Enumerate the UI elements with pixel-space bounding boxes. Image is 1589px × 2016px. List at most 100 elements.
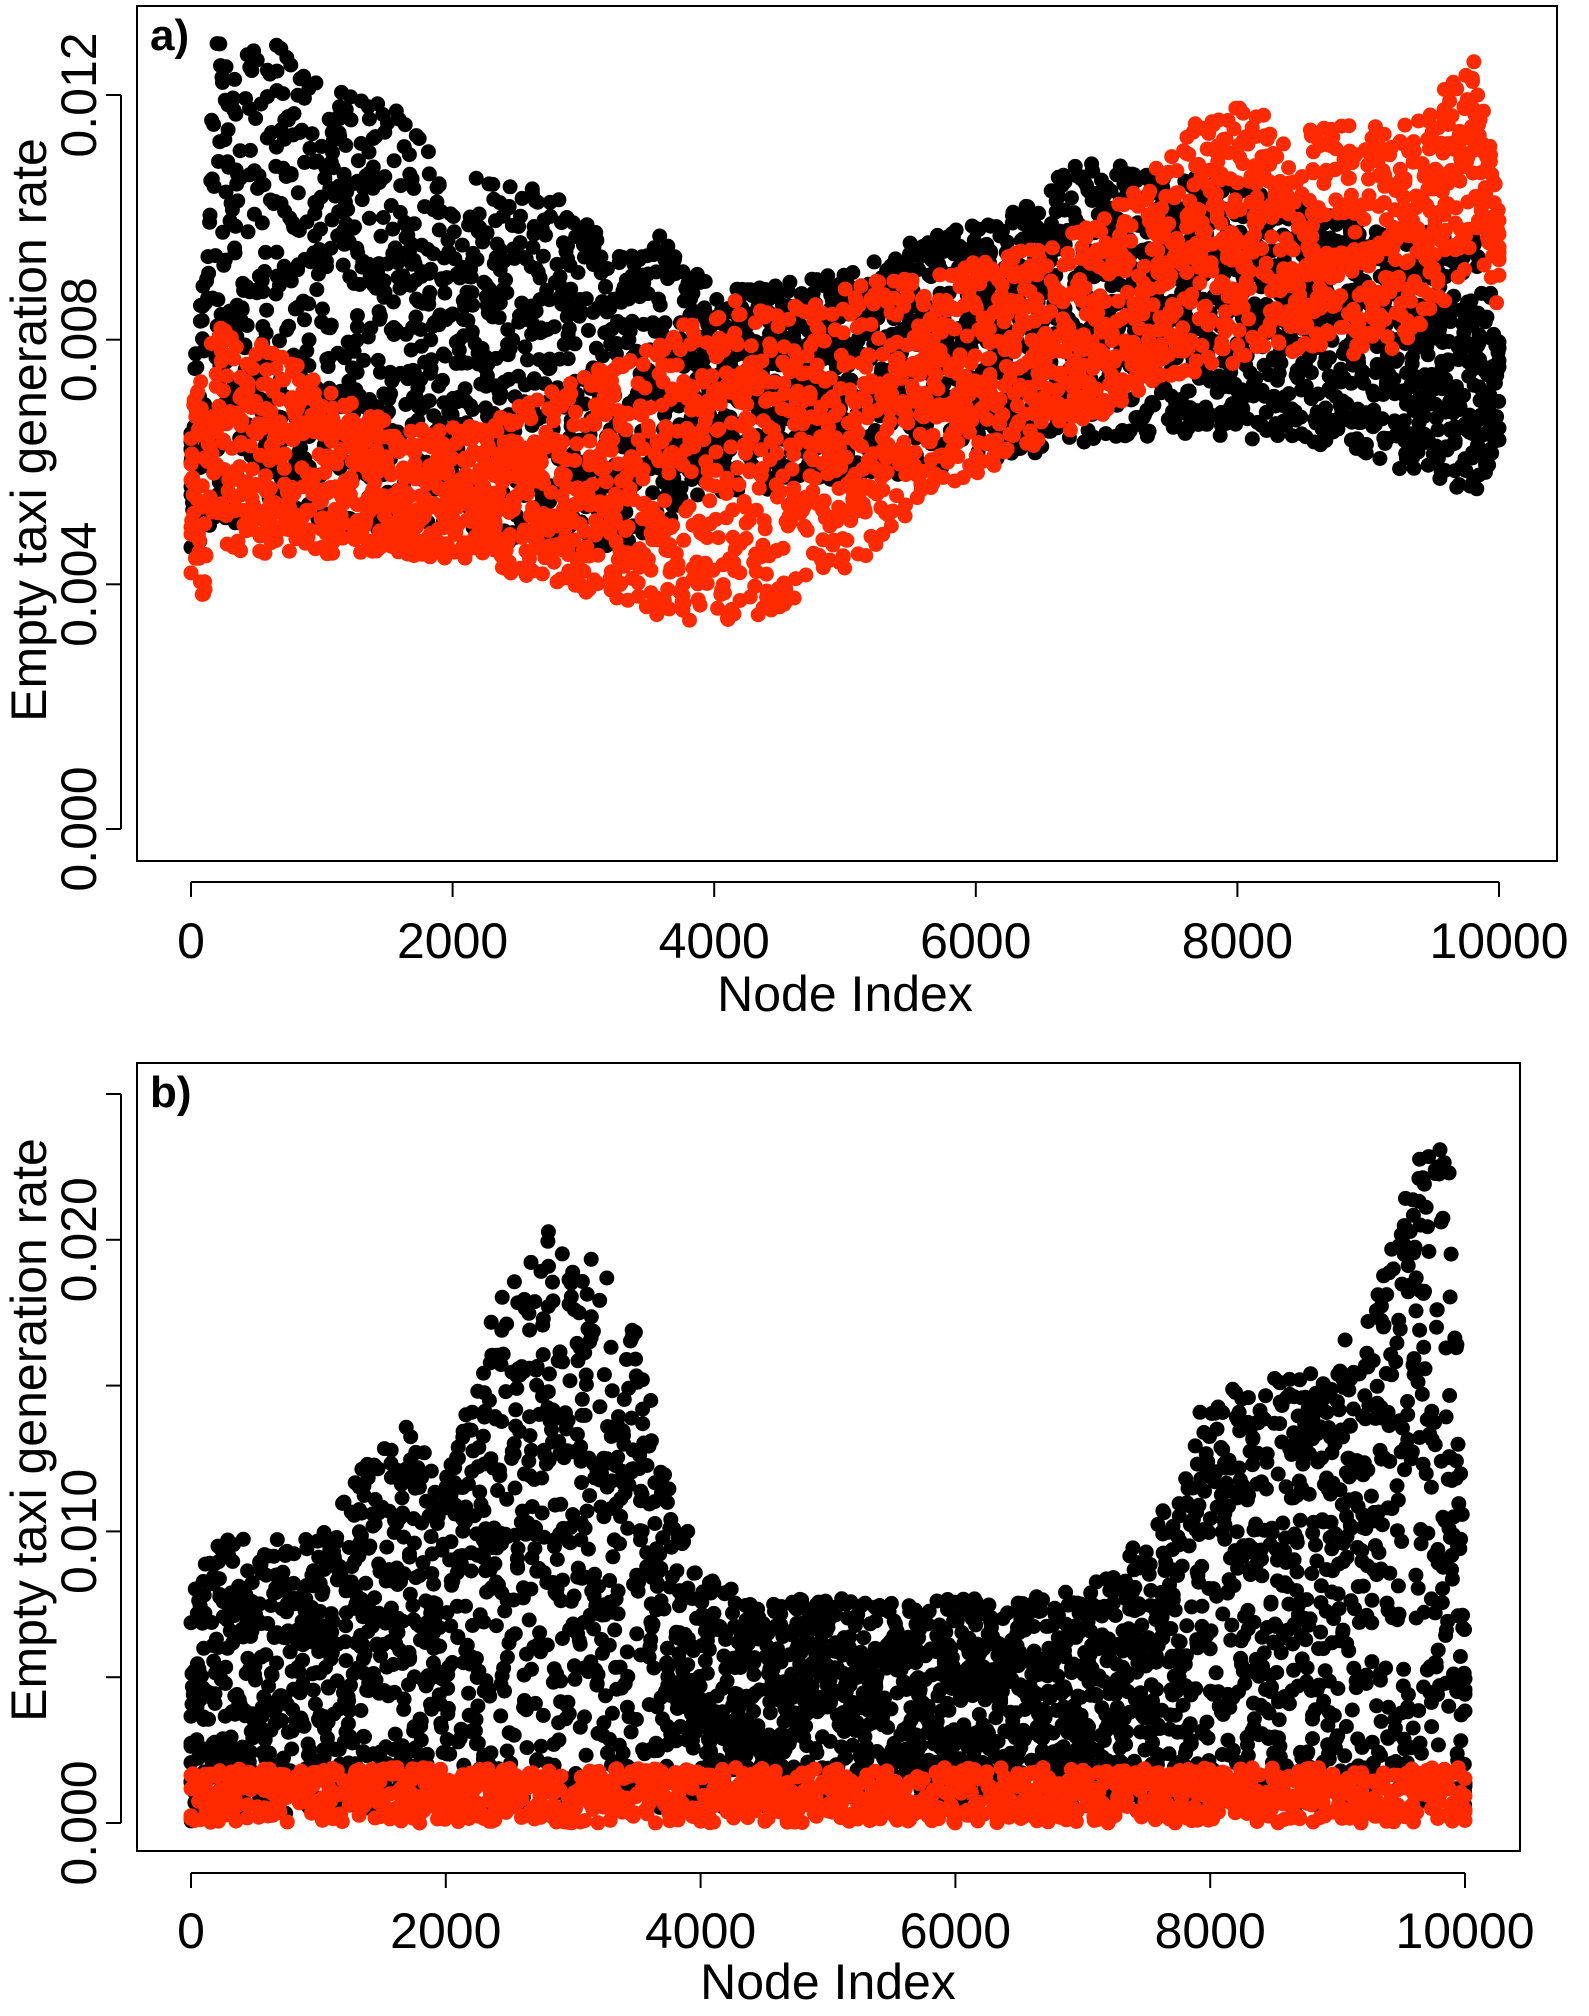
scatter-point — [292, 125, 308, 140]
scatter-point — [323, 317, 339, 333]
scatter-point — [663, 520, 679, 536]
scatter-point — [435, 372, 450, 388]
scatter-point — [289, 358, 305, 374]
scatter-point — [621, 332, 637, 348]
scatter-point — [457, 550, 473, 566]
scatter-point — [259, 302, 275, 318]
scatter-point — [587, 416, 603, 432]
scatter-point — [565, 215, 581, 231]
scatter-point — [678, 503, 694, 519]
scatter-point — [340, 201, 356, 217]
scatter-point — [1458, 463, 1474, 479]
scatter-point — [567, 453, 583, 468]
scatter-point — [1386, 371, 1402, 387]
scatter-point — [875, 482, 891, 498]
scatter-point — [437, 348, 453, 364]
scatter-point — [319, 259, 334, 275]
scatter-point — [445, 209, 461, 224]
scatter-point — [702, 493, 718, 509]
scatter-point — [370, 352, 386, 368]
scatter-point — [194, 478, 210, 494]
scatter-point — [500, 322, 516, 338]
scatter-point — [302, 140, 318, 156]
scatter-point — [807, 470, 823, 486]
scatter-point — [729, 337, 745, 353]
scatter-point — [455, 539, 471, 555]
scatter-point — [673, 480, 689, 496]
scatter-point — [1479, 309, 1495, 325]
scatter-point — [230, 193, 246, 209]
scatter-point — [1484, 445, 1500, 461]
scatter-point — [446, 224, 462, 240]
scatter-point — [406, 180, 422, 196]
scatter-point — [431, 176, 447, 192]
scatter-point — [635, 356, 651, 372]
scatter-point — [249, 426, 265, 442]
scatter-point — [1430, 422, 1446, 438]
scatter-point — [376, 273, 392, 289]
scatter-point — [657, 428, 673, 444]
scatter-point — [402, 488, 418, 504]
scatter-point — [336, 516, 352, 531]
scatter-point — [831, 402, 847, 418]
scatter-point — [711, 310, 727, 325]
scatter-point — [648, 264, 664, 280]
scatter-point — [754, 353, 770, 369]
scatter-point — [660, 581, 676, 597]
scatter-point — [598, 279, 613, 295]
scatter-point — [206, 116, 222, 132]
scatter-point — [471, 206, 487, 222]
scatter-point — [697, 274, 713, 289]
scatter-point — [349, 332, 365, 348]
scatter-point — [202, 207, 218, 223]
scatter-point — [228, 106, 244, 122]
scatter-point — [528, 303, 544, 319]
scatter-point — [742, 462, 758, 478]
scatter-point — [218, 59, 234, 75]
scatter-point — [377, 169, 393, 185]
scatter-point — [1322, 350, 1337, 366]
scatter-point — [711, 421, 727, 437]
scatter-point — [552, 269, 568, 285]
scatter-point — [255, 284, 271, 300]
scatter-point — [256, 177, 272, 193]
scatter-point — [373, 228, 389, 244]
scatter-point — [1298, 378, 1314, 394]
scatter-point — [501, 199, 517, 214]
scatter-point — [522, 551, 537, 567]
scatter-point — [732, 565, 748, 581]
scatter-point — [569, 436, 585, 452]
scatter-point — [206, 178, 222, 194]
scatter-point — [210, 292, 226, 308]
scatter-point — [863, 317, 879, 332]
scatter-point — [839, 532, 855, 548]
scatter-point — [1491, 393, 1507, 409]
scatter-point — [732, 307, 748, 322]
scatter-point — [676, 532, 692, 548]
scatter-point — [193, 401, 209, 417]
scatter-point — [489, 423, 505, 439]
scatter-point — [745, 429, 761, 445]
scatter-point — [220, 122, 236, 138]
scatter-point — [423, 332, 439, 348]
scatter-point — [513, 208, 528, 224]
scatter-point — [1416, 408, 1432, 424]
scatter-point — [1372, 451, 1388, 466]
scatter-point — [657, 315, 673, 331]
scatter-point — [781, 311, 797, 327]
scatter-point — [356, 352, 372, 368]
scatter-point — [835, 548, 851, 564]
scatter-point — [240, 375, 256, 391]
scatter-point — [618, 422, 634, 438]
scatter-point — [780, 283, 796, 299]
scatter-point — [542, 208, 558, 224]
scatter-point — [227, 240, 243, 256]
scatter-point — [361, 210, 377, 226]
scatter-point — [1086, 429, 1102, 445]
scatter-point — [599, 304, 615, 320]
scatter-point — [534, 566, 550, 582]
scatter-point — [595, 348, 611, 364]
scatter-point — [690, 592, 706, 608]
scatter-point — [684, 317, 700, 333]
scatter-point — [563, 385, 579, 401]
